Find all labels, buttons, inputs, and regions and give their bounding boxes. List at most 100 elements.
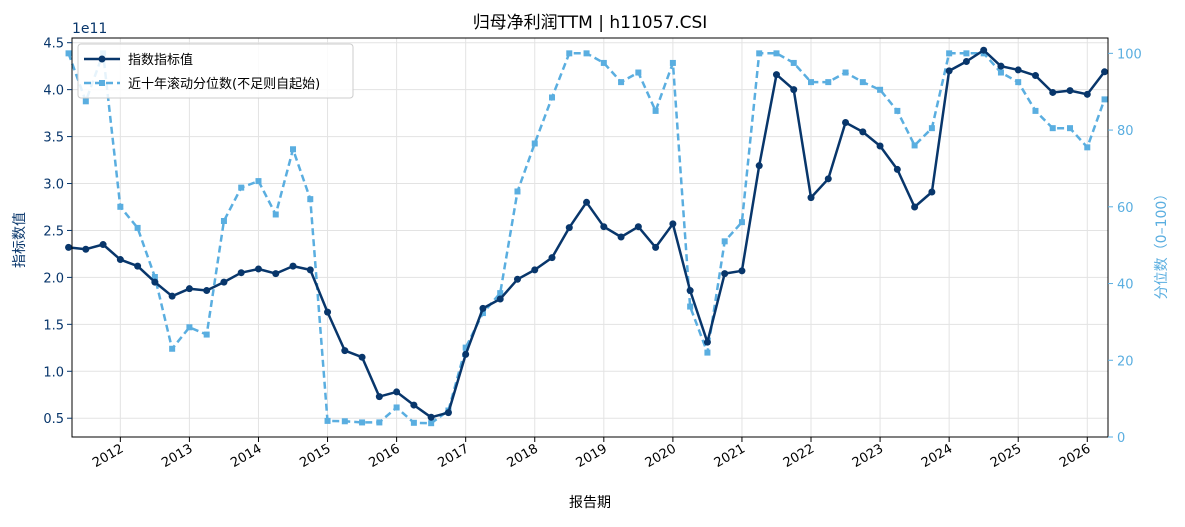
y-left-tick-label: 2.0 [43, 271, 64, 286]
data-point-index-value [237, 269, 245, 277]
data-point-percentile [1015, 79, 1022, 86]
data-point-index-value [324, 308, 332, 316]
data-point-index-value [738, 267, 746, 275]
data-point-index-value [600, 223, 608, 231]
data-point-index-value [1031, 72, 1039, 80]
data-point-percentile [825, 79, 832, 86]
x-tick-label: 2025 [988, 441, 1024, 471]
data-point-percentile [963, 50, 970, 57]
data-point-percentile [1067, 125, 1074, 132]
data-point-index-value [772, 71, 780, 79]
data-point-percentile [117, 203, 124, 210]
data-point-percentile [462, 344, 469, 351]
series-layer [65, 46, 1109, 427]
x-tick-label: 2016 [366, 441, 402, 471]
x-tick-label: 2017 [436, 441, 472, 471]
data-point-index-value [928, 188, 936, 196]
data-point-index-value [410, 401, 418, 409]
data-point-percentile [549, 94, 556, 101]
plot-frame [71, 37, 1109, 438]
y-right-tick-label: 40 [1117, 278, 1134, 293]
data-point-index-value [790, 86, 798, 94]
data-point-percentile [877, 86, 884, 93]
data-point-index-value [893, 165, 901, 173]
data-point-index-value [168, 292, 176, 300]
data-point-percentile [393, 404, 400, 411]
data-point-index-value [583, 198, 591, 206]
legend-label-percentile: 近十年滚动分位数(不足则自起始) [128, 76, 320, 92]
data-point-percentile [255, 178, 262, 185]
data-point-index-value [1083, 90, 1091, 98]
data-point-index-value [375, 393, 383, 401]
data-point-percentile [1049, 125, 1056, 132]
data-point-percentile [997, 69, 1004, 76]
y-axis-label-right: 分位数（0–100） [1154, 187, 1170, 300]
data-point-index-value [945, 67, 953, 75]
data-point-index-value [116, 256, 124, 264]
data-point-percentile [911, 142, 918, 149]
data-point-index-value [721, 270, 729, 278]
data-point-index-value [1101, 68, 1109, 76]
data-point-index-value [496, 295, 504, 303]
data-point-index-value [565, 224, 573, 232]
data-point-index-value [65, 243, 73, 251]
data-point-percentile [186, 324, 193, 331]
data-point-percentile [82, 98, 89, 105]
data-point-index-value [652, 243, 660, 251]
data-point-percentile [497, 290, 504, 297]
data-point-index-value [82, 245, 90, 253]
data-point-index-value [669, 220, 677, 228]
data-point-percentile [773, 50, 780, 57]
y-right-tick-label: 60 [1117, 201, 1134, 216]
axis-layer: 2012 2013 2014 2015 2016 2017 2018 2019 2020 2021… [43, 37, 1142, 471]
x-tick-label: 2019 [574, 441, 610, 471]
data-point-percentile [669, 59, 676, 66]
data-point-percentile [479, 310, 486, 317]
data-point-index-value [686, 287, 694, 295]
data-point-percentile [600, 59, 607, 66]
x-tick-label: 2013 [159, 441, 195, 471]
data-point-percentile [583, 50, 590, 57]
data-point-index-value [134, 262, 142, 270]
x-tick-label: 2022 [781, 441, 817, 471]
data-point-index-value [479, 304, 487, 312]
y-right-tick-label: 100 [1117, 47, 1142, 62]
data-point-index-value [842, 118, 850, 126]
data-point-index-value [306, 266, 314, 274]
y-left-tick-label: 0.5 [43, 412, 64, 427]
data-point-index-value [962, 57, 970, 65]
data-point-percentile [428, 420, 435, 427]
data-point-index-value [876, 142, 884, 150]
data-point-index-value [1066, 87, 1074, 95]
data-point-percentile [566, 50, 573, 57]
data-point-percentile [652, 107, 659, 114]
data-point-index-value [513, 275, 521, 283]
data-point-index-value [289, 262, 297, 270]
y-left-tick-label: 3.5 [43, 131, 64, 146]
data-point-percentile [514, 188, 521, 195]
data-point-percentile [324, 417, 331, 424]
data-point-index-value [997, 62, 1005, 70]
y-left-tick-label: 1.0 [43, 365, 64, 380]
data-point-index-value [220, 278, 228, 286]
data-point-percentile [65, 50, 72, 57]
data-point-percentile [687, 303, 694, 310]
y-left-tick-label: 1.5 [43, 318, 64, 333]
data-point-percentile [946, 50, 953, 57]
x-tick-label: 2020 [643, 441, 679, 471]
x-tick-label: 2012 [90, 441, 126, 471]
y-left-tick-label: 4.5 [43, 37, 64, 52]
data-point-index-value [859, 128, 867, 136]
data-point-index-value [393, 388, 401, 396]
data-point-index-value [203, 287, 211, 295]
data-point-index-value [807, 194, 815, 202]
data-point-index-value [151, 278, 159, 286]
y-right-tick-label: 0 [1117, 431, 1125, 446]
y-axis-label-left: 指标数值 [12, 212, 28, 268]
x-tick-label: 2015 [297, 441, 333, 471]
data-point-percentile [1084, 144, 1091, 151]
data-point-percentile [635, 69, 642, 76]
x-tick-label: 2021 [712, 441, 748, 471]
y-left-tick-label: 4.0 [43, 84, 64, 99]
